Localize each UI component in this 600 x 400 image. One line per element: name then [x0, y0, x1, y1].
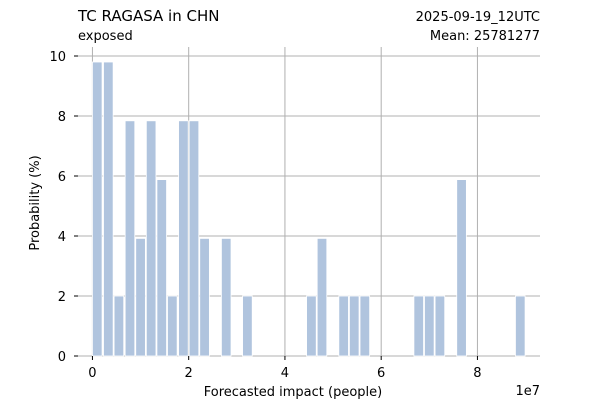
x-tick-label-3: 6	[377, 366, 385, 381]
bar-2	[113, 295, 125, 357]
bar-22	[515, 295, 526, 357]
bar-15	[338, 295, 349, 357]
bar-7	[167, 295, 178, 357]
tick-layer: 0 2 4 6 8 0 2 4 6 8 10	[49, 50, 481, 381]
x-tick-label-1: 2	[185, 366, 193, 381]
y-tick-label-2: 4	[58, 230, 66, 245]
bar-14	[316, 237, 328, 357]
x-tick-label-4: 8	[473, 366, 481, 381]
bar-18	[413, 295, 424, 357]
bar-0	[92, 61, 103, 357]
bar-6	[156, 179, 167, 357]
chart-title: TC RAGASA in CHN	[77, 7, 219, 25]
x-axis-multiplier: 1e7	[515, 384, 540, 399]
mean-label: Mean: 25781277	[430, 29, 540, 44]
y-tick-label-1: 2	[58, 290, 66, 305]
y-tick-label-4: 8	[58, 110, 66, 125]
bar-10	[199, 237, 210, 357]
bar-11	[221, 237, 232, 357]
x-axis-label: Forecasted impact (people)	[204, 385, 382, 400]
x-tick-label-2: 4	[281, 366, 289, 381]
bar-16	[349, 295, 360, 357]
bar-20	[434, 295, 446, 357]
forecast-date-label: 2025-09-19_12UTC	[416, 10, 540, 25]
bar-3	[124, 120, 136, 357]
bar-5	[145, 120, 157, 357]
bar-1	[103, 61, 114, 357]
y-axis-label: Probability (%)	[28, 155, 43, 250]
y-tick-label-0: 0	[58, 350, 66, 365]
bar-13	[306, 295, 317, 357]
bar-8	[178, 120, 189, 357]
bar-12	[242, 295, 253, 357]
bar-layer	[92, 61, 526, 357]
chart-subtitle: exposed	[78, 29, 133, 44]
y-tick-label-3: 6	[58, 170, 66, 185]
bar-19	[424, 295, 435, 357]
bar-9	[188, 120, 200, 357]
x-tick-label-0: 0	[88, 366, 96, 381]
bar-4	[135, 237, 146, 357]
y-tick-label-5: 10	[49, 50, 66, 65]
bar-17	[359, 295, 371, 357]
bar-21	[456, 179, 467, 357]
